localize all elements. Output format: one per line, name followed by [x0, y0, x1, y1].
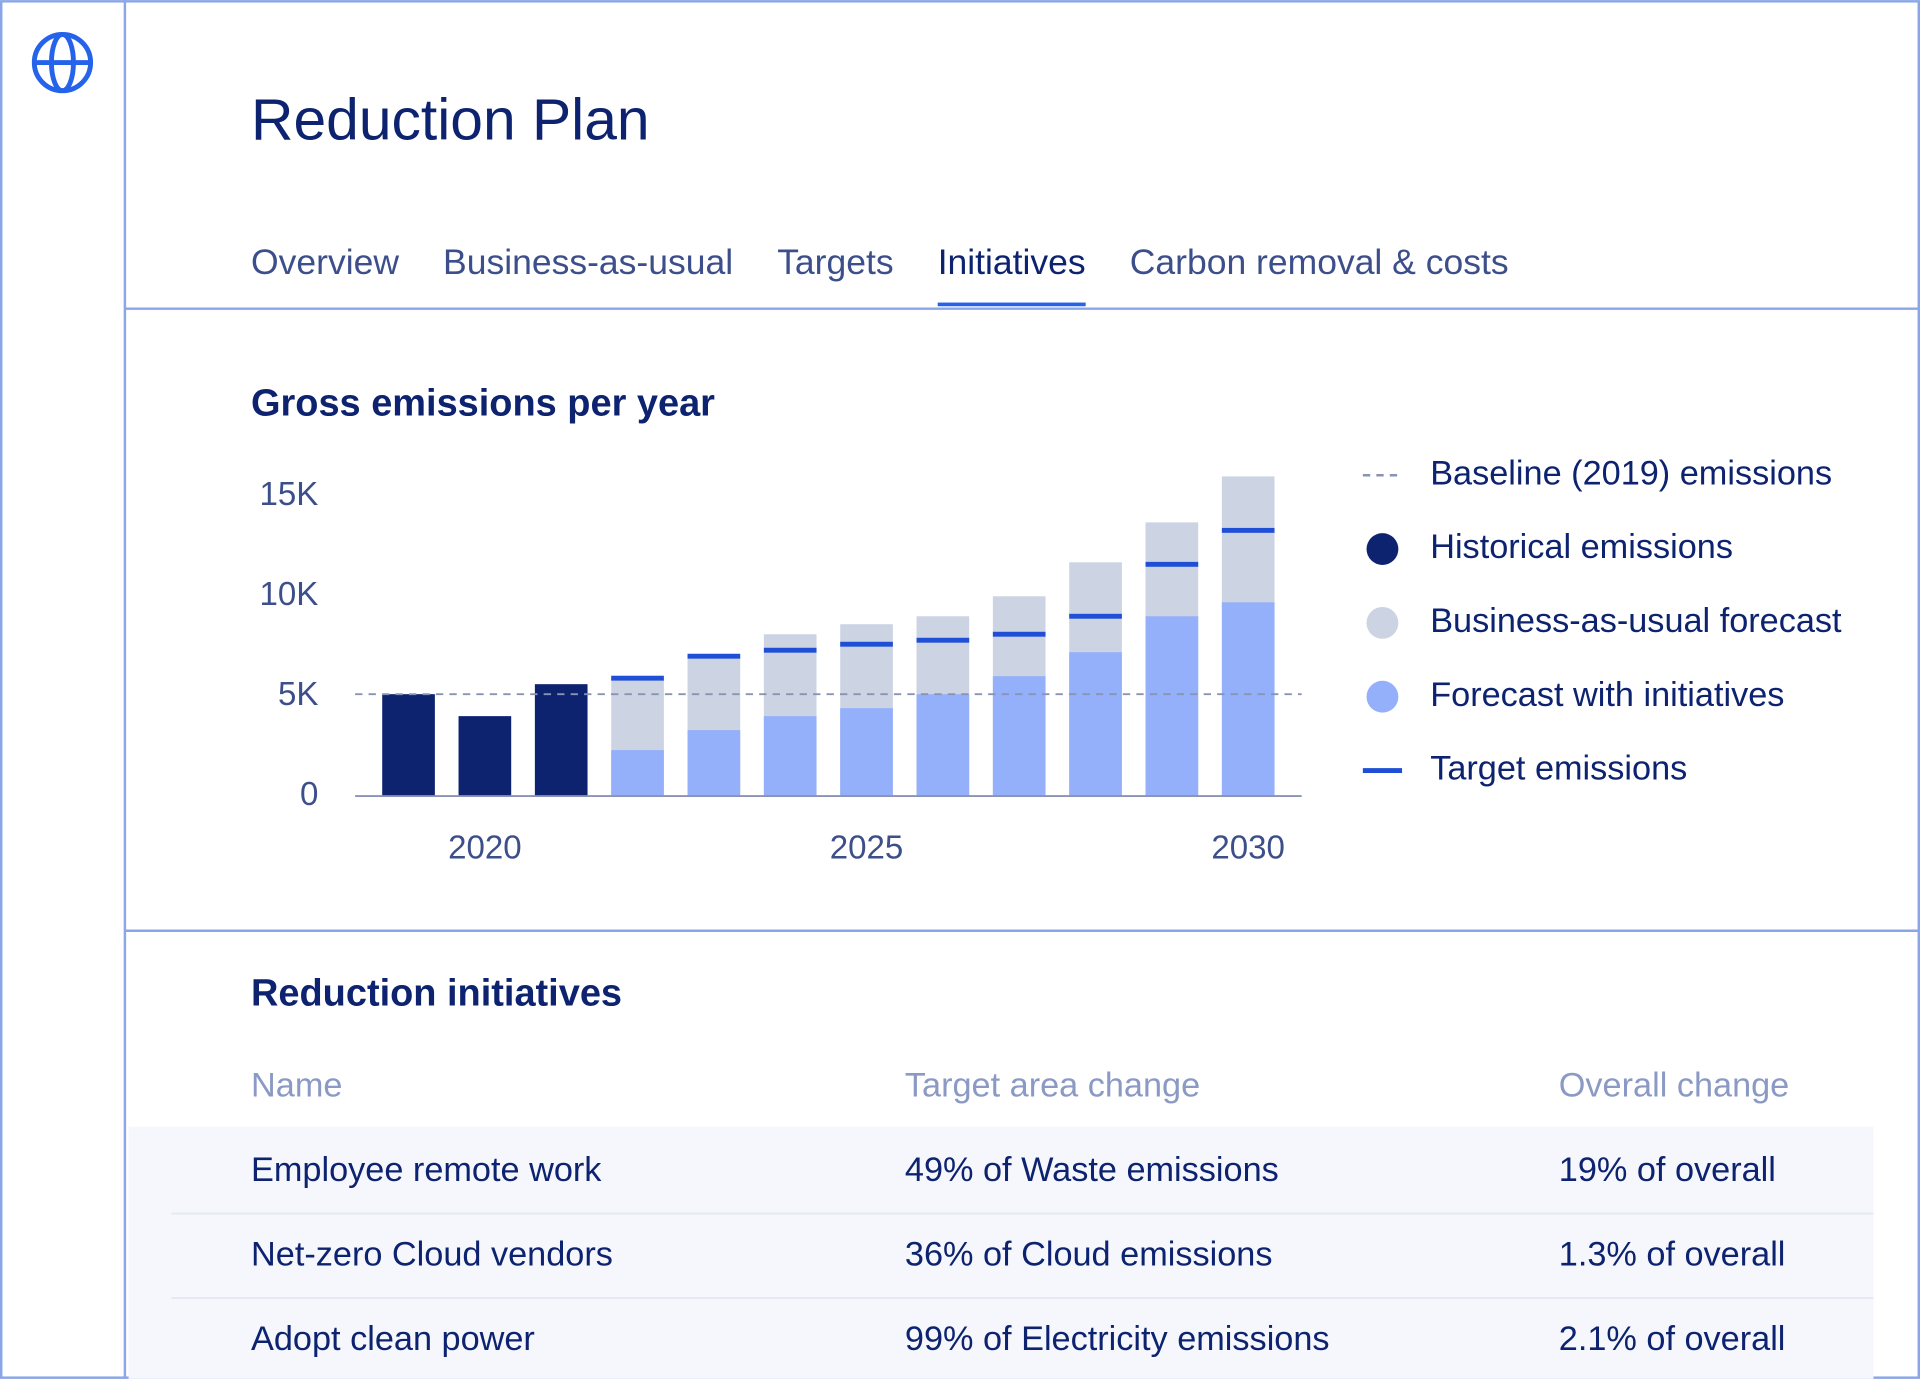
- x-tick-label: 2030: [1211, 830, 1285, 867]
- table-cell: Employee remote work: [251, 1151, 602, 1189]
- tab[interactable]: Initiatives: [938, 242, 1086, 282]
- target-marker: [687, 653, 741, 659]
- table-cell: 2.1% of overall: [1559, 1320, 1786, 1358]
- tab[interactable]: Targets: [777, 242, 893, 282]
- y-tick-label: 5K: [278, 676, 318, 713]
- table-cell: Adopt clean power: [251, 1320, 535, 1358]
- table-cell: 36% of Cloud emissions: [905, 1236, 1273, 1274]
- target-marker: [611, 675, 664, 681]
- bar: [382, 694, 435, 797]
- table-title: Reduction initiatives: [251, 973, 622, 1015]
- table-body-bg: [128, 1126, 1874, 1379]
- column-header: Overall change: [1559, 1067, 1789, 1105]
- bar: [763, 716, 817, 797]
- legend-marker: [1366, 680, 1399, 713]
- column-header: Name: [251, 1067, 342, 1105]
- legend-marker: [1362, 768, 1403, 774]
- x-tick-label: 2025: [830, 830, 904, 867]
- tab-underline: [937, 302, 1086, 307]
- tab-bar: Overview Business-as-usual Targets Initiati…: [251, 242, 1509, 307]
- table-cell: 1.3% of overall: [1559, 1236, 1786, 1274]
- tab[interactable]: Overview: [251, 242, 399, 282]
- bar: [992, 676, 1046, 797]
- legend-label: Forecast with initiatives: [1430, 676, 1784, 714]
- bar: [1069, 652, 1122, 797]
- legend-label: Business-as-usual forecast: [1430, 602, 1842, 640]
- target-marker: [992, 631, 1046, 637]
- target-marker: [763, 647, 817, 653]
- legend-marker: [1366, 606, 1399, 639]
- chart: 0 5K 10K 15K 2020 2025 2030: [260, 476, 1302, 867]
- legend: Baseline (2019) emissions Historical emis…: [1362, 454, 1842, 788]
- target-marker: [1069, 613, 1122, 619]
- target-marker: [1221, 527, 1275, 533]
- target-marker: [1145, 561, 1199, 567]
- bar: [534, 684, 588, 797]
- target-marker: [840, 641, 893, 647]
- bar: [916, 694, 970, 797]
- table-cell: Net-zero Cloud vendors: [251, 1236, 613, 1274]
- y-tick-label: 15K: [260, 476, 319, 513]
- target-marker: [916, 637, 970, 643]
- tab[interactable]: Carbon removal & costs: [1130, 242, 1509, 282]
- table-cell: 49% of Waste emissions: [905, 1151, 1279, 1189]
- legend-label: Historical emissions: [1430, 528, 1733, 566]
- y-tick-label: 0: [300, 776, 318, 813]
- bar: [611, 750, 664, 797]
- x-tick-label: 2020: [448, 830, 522, 867]
- column-header: Target area change: [905, 1067, 1200, 1105]
- chart-title: Gross emissions per year: [251, 382, 715, 424]
- bar: [840, 708, 893, 797]
- bar: [1145, 616, 1199, 797]
- table-cell: 19% of overall: [1559, 1151, 1776, 1189]
- page-title: Reduction Plan: [251, 87, 650, 152]
- legend-marker: [1366, 533, 1399, 565]
- bar: [687, 730, 741, 797]
- legend-label: Baseline (2019) emissions: [1430, 454, 1832, 492]
- bar: [458, 716, 512, 797]
- table: Name Target area change Overall change Empl…: [171, 1067, 1874, 1358]
- logo[interactable]: [31, 31, 94, 94]
- y-tick-label: 10K: [260, 576, 319, 613]
- bar: [1221, 602, 1275, 797]
- legend-label: Target emissions: [1430, 750, 1687, 788]
- table-cell: 99% of Electricity emissions: [905, 1320, 1330, 1358]
- tab[interactable]: Business-as-usual: [443, 242, 733, 282]
